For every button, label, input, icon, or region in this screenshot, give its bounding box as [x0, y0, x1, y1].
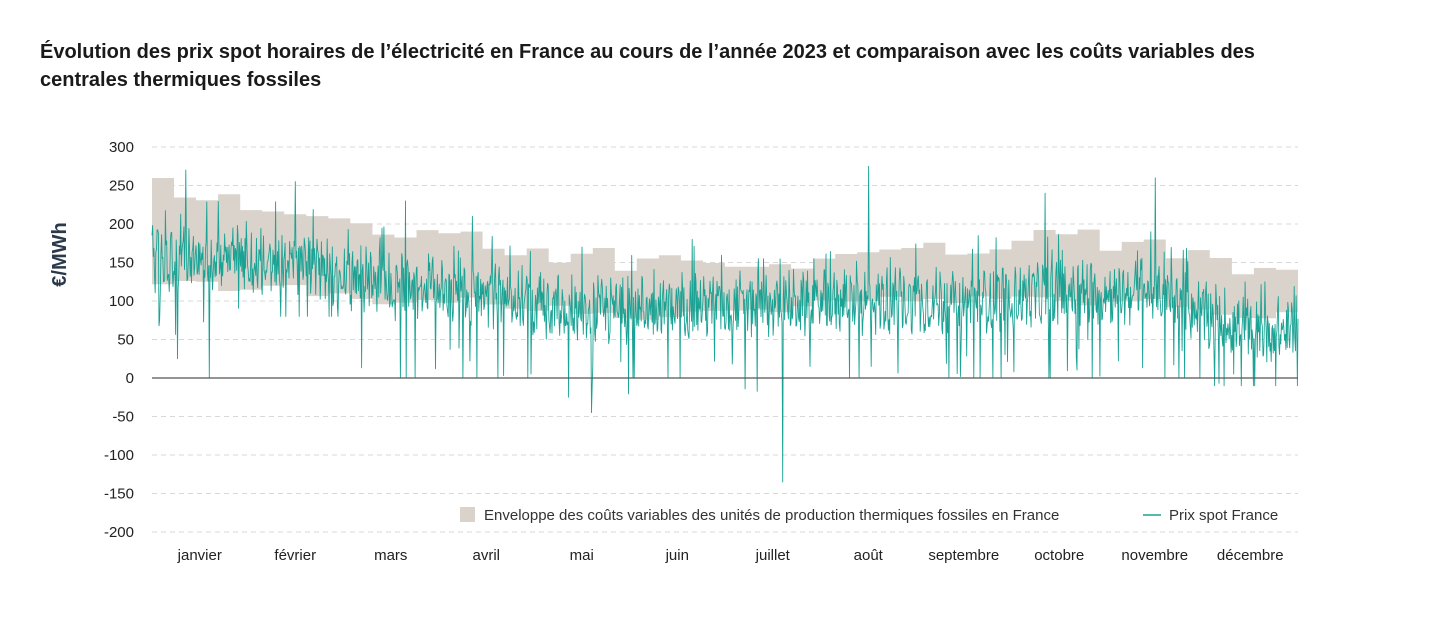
- x-tick-label: septembre: [928, 547, 999, 564]
- y-tick-label: 50: [117, 332, 134, 349]
- chart-title: Évolution des prix spot horaires de l’él…: [40, 41, 1255, 91]
- x-tick-label: juin: [665, 547, 689, 564]
- x-tick-label: décembre: [1217, 547, 1284, 564]
- y-tick-label: -100: [104, 447, 134, 464]
- x-tick-label: mai: [570, 547, 594, 564]
- x-tick-label: avril: [472, 547, 500, 564]
- y-tick-label: 250: [109, 178, 134, 195]
- spot-price-line: [151, 165, 1299, 483]
- x-axis-ticks: janvier février mars avril mai juin juillet aoû…: [177, 547, 1284, 564]
- legend-label-spot: Prix spot France: [1169, 507, 1278, 524]
- x-tick-label: août: [854, 547, 884, 564]
- grid-layer: [152, 146, 1298, 533]
- y-tick-label: -50: [112, 409, 134, 426]
- x-tick-label: octobre: [1034, 547, 1084, 564]
- y-axis-ticks: 300 250 200 150 100 50 0 -50 -100 -150 -200: [104, 139, 134, 541]
- y-axis-label: €/MWh: [49, 222, 71, 286]
- y-tick-label: 200: [109, 216, 134, 233]
- envelope-area: [152, 178, 1298, 320]
- spot-layer: [151, 165, 1299, 483]
- y-tick-label: -150: [104, 486, 134, 503]
- legend: Enveloppe des coûts variables des unités…: [460, 507, 1278, 524]
- y-tick-label: 100: [109, 293, 134, 310]
- y-tick-label: 300: [109, 139, 134, 156]
- y-tick-label: 150: [109, 255, 134, 272]
- x-tick-label: juillet: [755, 547, 791, 564]
- legend-label-envelope: Enveloppe des coûts variables des unités…: [484, 507, 1059, 524]
- y-tick-label: -200: [104, 524, 134, 541]
- x-tick-label: mars: [374, 547, 407, 564]
- x-tick-label: février: [274, 547, 316, 564]
- x-tick-label: novembre: [1121, 547, 1188, 564]
- y-tick-label: 0: [126, 370, 134, 387]
- x-tick-label: janvier: [177, 547, 222, 564]
- legend-swatch-envelope: [460, 507, 475, 522]
- envelope-layer: [152, 178, 1298, 320]
